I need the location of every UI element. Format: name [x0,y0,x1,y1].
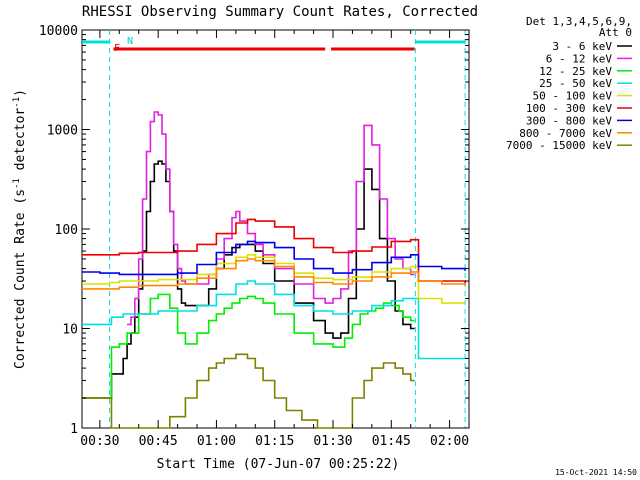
legend-label: 3 - 6 keV [552,40,612,53]
y-axis-ticks: 1 10 100 1000 10000 [39,24,469,437]
x-tick-label: 00:30 [80,434,119,449]
plot-frame [81,29,470,429]
series-line-9 [82,353,415,429]
y-tick-label: 100 [55,223,78,238]
x-tick-label: 01:00 [197,434,236,449]
y-tick-label: 1000 [47,124,78,139]
legend-label: 800 - 7000 keV [519,127,612,140]
series-line-2 [127,111,415,326]
flag-f-label: F [114,43,120,54]
series-lines [82,111,466,429]
x-tick-label: 02:00 [430,434,469,449]
series-line-3 [82,293,415,399]
chart-title: RHESSI Observing Summary Count Rates, Co… [82,4,478,20]
y-tick-label: 1 [70,422,78,437]
y-axis-label: Corrected Count Rate (s-1 detector-1) [12,89,28,369]
legend-header-line-1: Det 1,3,4,5,6,9, [526,15,632,28]
legend-label: 50 - 100 keV [533,90,613,103]
spacecraft-night-markers [82,30,466,428]
legend-label: 100 - 300 keV [526,102,612,115]
x-tick-label: 01:30 [313,434,352,449]
legend-label: 7000 - 15000 keV [506,139,612,152]
legend-label: 12 - 25 keV [539,65,612,78]
series-line-1 [82,160,415,399]
series-line-6 [82,218,466,284]
x-tick-label: 01:45 [372,434,411,449]
y-tick-label: 10000 [39,24,78,39]
legend-label: 25 - 50 keV [539,77,612,90]
series-line-4 [82,280,466,360]
x-axis-label: Start Time (07-Jun-07 00:25:22) [157,457,400,472]
x-axis-ticks: 00:30 00:45 01:00 01:15 01:30 01:45 02:00 [80,30,469,449]
series-line-7 [82,240,466,276]
x-tick-label: 00:45 [139,434,178,449]
flag-n-label: N [127,36,133,47]
legend-label: 6 - 12 keV [546,52,613,65]
y-tick-label: 10 [62,323,78,338]
timestamp: 15-Oct-2021 14:50 [555,468,637,477]
series-line-8 [82,258,466,290]
x-tick-label: 01:15 [255,434,294,449]
legend-header-line-2: Att 0 [599,26,632,39]
legend-label: 300 - 800 keV [526,114,612,127]
